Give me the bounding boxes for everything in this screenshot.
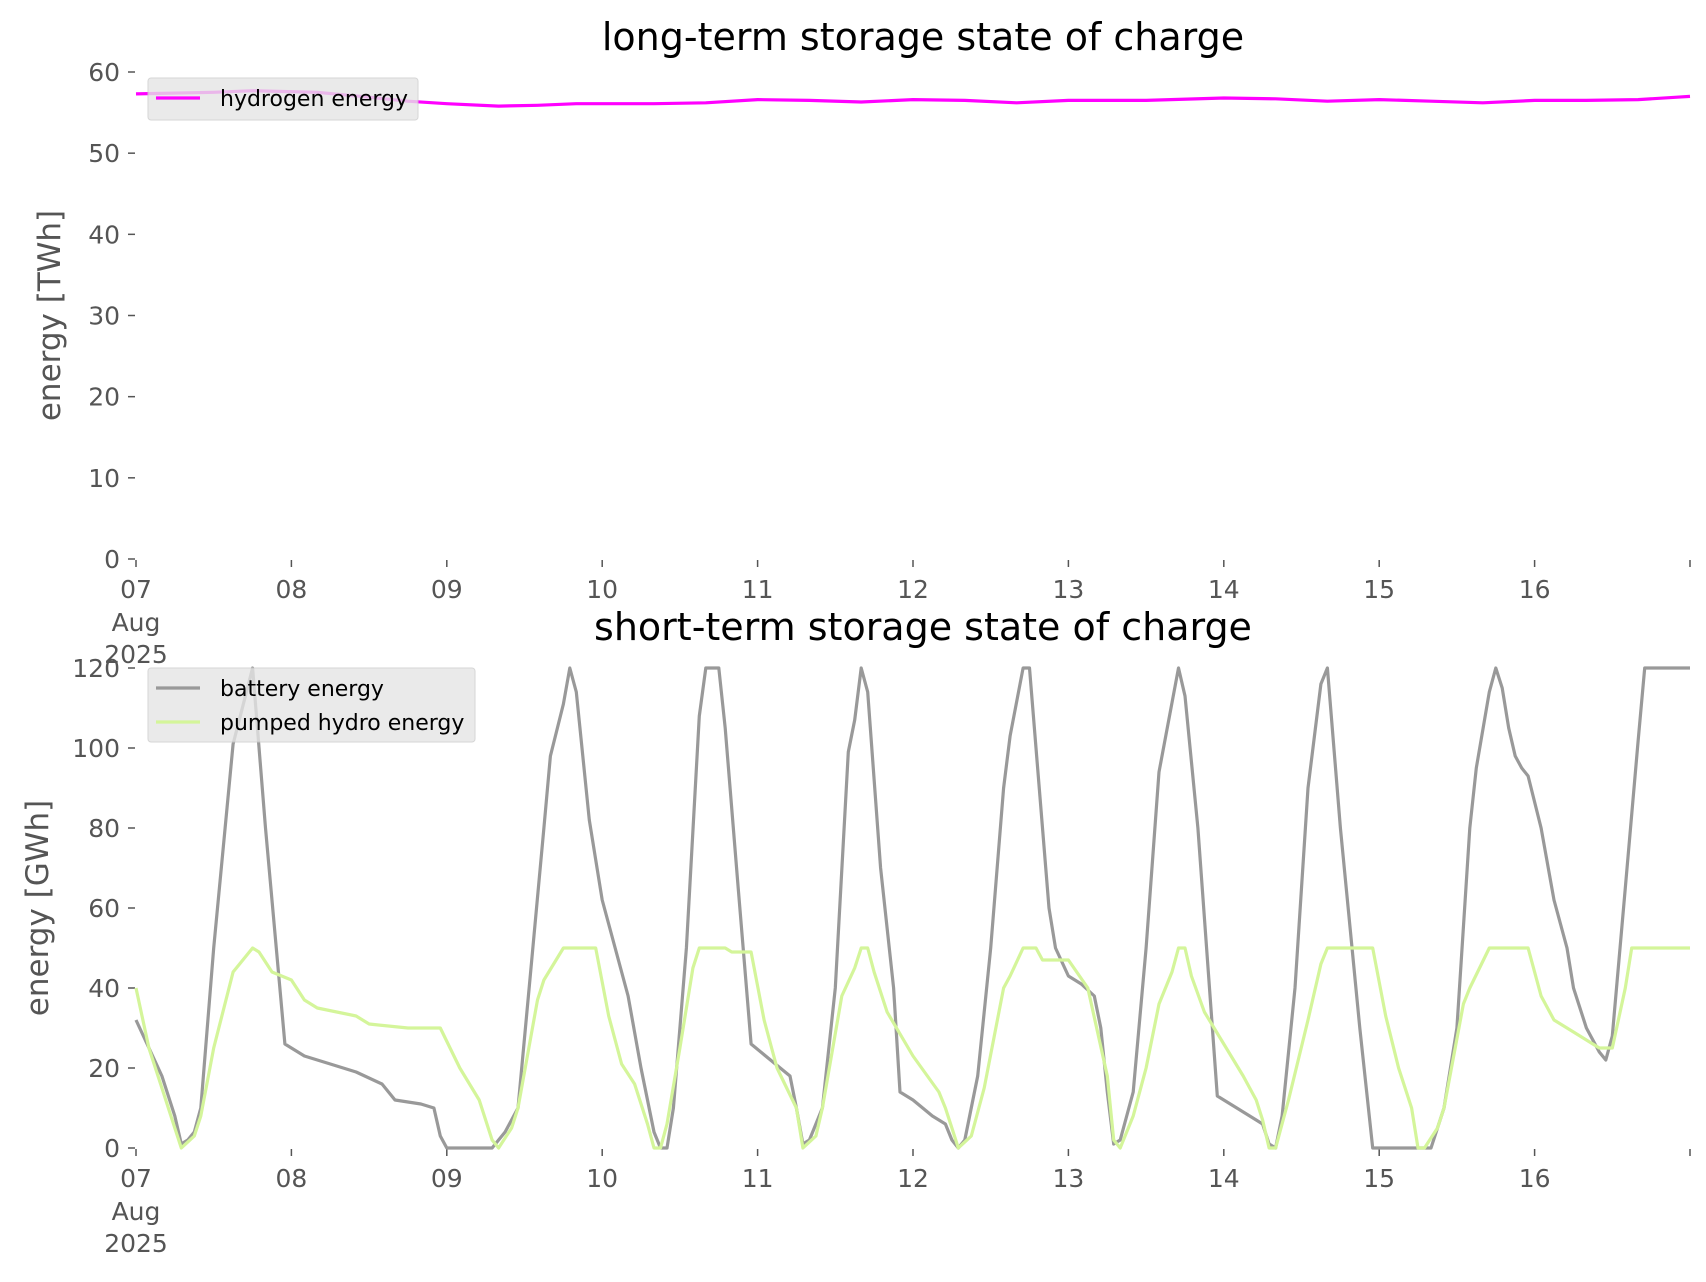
x-tick-month: Aug bbox=[112, 1197, 161, 1226]
y-tick-label: 60 bbox=[88, 894, 120, 923]
x-tick-label: 10 bbox=[586, 1164, 618, 1193]
legend-label: hydrogen energy bbox=[220, 87, 408, 112]
x-tick-label: 14 bbox=[1208, 575, 1240, 604]
y-tick-label: 30 bbox=[88, 302, 120, 331]
x-tick-label: 11 bbox=[742, 1164, 774, 1193]
legend-box bbox=[147, 77, 419, 121]
x-tick-month: Aug bbox=[112, 608, 161, 637]
x-tick-label: 08 bbox=[275, 575, 307, 604]
x-tick-label: 12 bbox=[897, 1164, 929, 1193]
y-tick-label: 0 bbox=[104, 1134, 120, 1163]
series-line-battery-energy bbox=[134, 666, 1690, 1150]
y-tick-label: 100 bbox=[72, 734, 120, 763]
x-tick-label: 15 bbox=[1363, 1164, 1395, 1193]
x-tick-label: 16 bbox=[1519, 1164, 1551, 1193]
y-tick-label: 120 bbox=[72, 654, 120, 683]
y-tick-label: 80 bbox=[88, 814, 120, 843]
legend: battery energy pumped hydro energy bbox=[147, 667, 476, 743]
y-tick-label: 20 bbox=[88, 1054, 120, 1083]
x-tick-label: 10 bbox=[586, 575, 618, 604]
x-tick-label: 15 bbox=[1363, 575, 1395, 604]
x-tick-label: 13 bbox=[1052, 575, 1084, 604]
x-tick-label: 14 bbox=[1208, 1164, 1240, 1193]
y-tick-label: 10 bbox=[88, 464, 120, 493]
y-tick-label: 40 bbox=[88, 974, 120, 1003]
x-tick-label: 07 bbox=[120, 575, 152, 604]
y-tick-label: 20 bbox=[88, 383, 120, 412]
x-tick-label: 13 bbox=[1052, 1164, 1084, 1193]
legend: hydrogen energy bbox=[147, 77, 419, 121]
y-tick-label: 60 bbox=[88, 58, 120, 87]
y-axis-label: energy [GWh] bbox=[20, 800, 56, 1016]
y-tick-label: 40 bbox=[88, 220, 120, 249]
x-tick-year: 2025 bbox=[104, 640, 168, 669]
chart-panel-2: short-term storage state of charge energy… bbox=[20, 605, 1691, 1258]
x-tick-label: 08 bbox=[275, 1164, 307, 1193]
x-tick-label: 16 bbox=[1519, 575, 1551, 604]
x-tick-label: 12 bbox=[897, 575, 929, 604]
y-tick-label: 50 bbox=[88, 139, 120, 168]
y-axis-label: energy [TWh] bbox=[32, 210, 68, 421]
series-line-pumped-hydro-energy bbox=[134, 946, 1690, 1150]
chart-title: long-term storage state of charge bbox=[602, 15, 1244, 59]
x-tick-label: 11 bbox=[742, 575, 774, 604]
legend-label: pumped hydro energy bbox=[220, 711, 464, 736]
legend-label: battery energy bbox=[220, 677, 384, 702]
chart-panel-1: long-term storage state of charge energy … bbox=[32, 15, 1691, 669]
x-tick-label: 09 bbox=[431, 575, 463, 604]
x-tick-label: 09 bbox=[431, 1164, 463, 1193]
x-tick-label: 07 bbox=[120, 1164, 152, 1193]
y-tick-label: 0 bbox=[104, 545, 120, 574]
legend-box bbox=[147, 667, 476, 743]
x-tick-year: 2025 bbox=[104, 1229, 168, 1258]
chart-title: short-term storage state of charge bbox=[594, 605, 1252, 649]
